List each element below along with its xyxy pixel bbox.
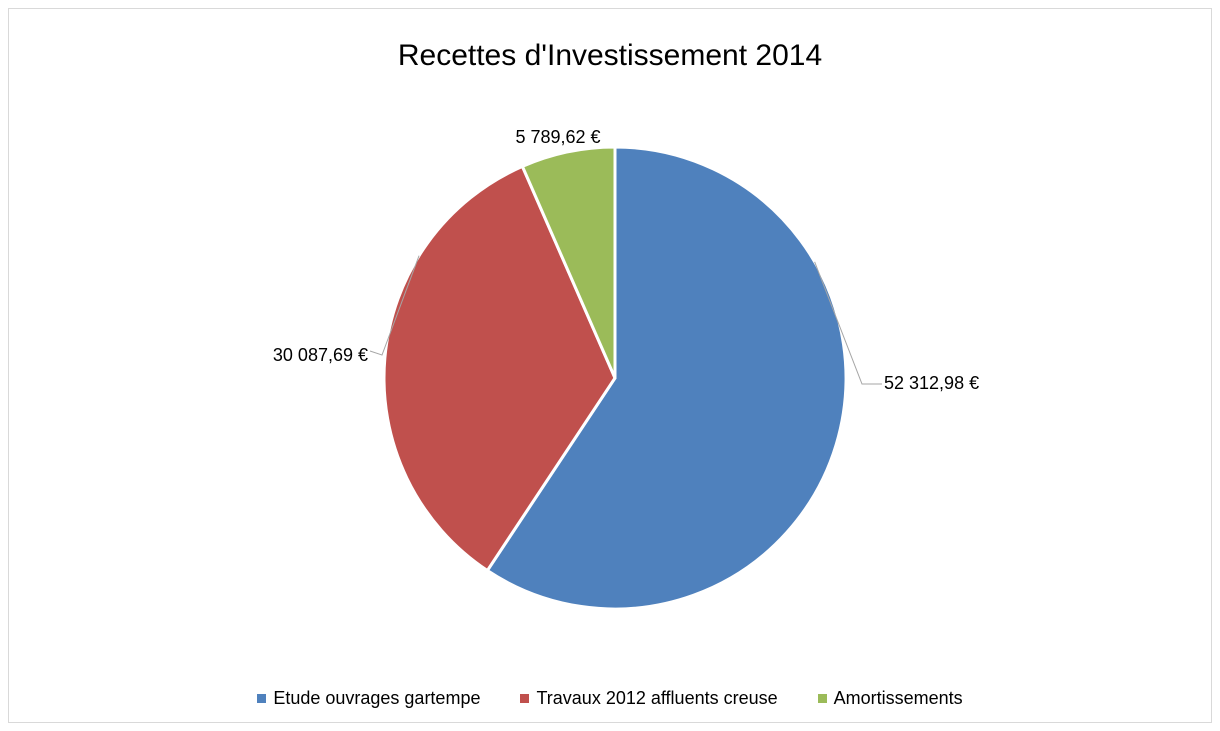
legend-item-amortissements: Amortissements	[817, 686, 963, 710]
legend-swatch-travaux	[520, 693, 530, 703]
data-label-amortissements: 5 789,62 €	[515, 127, 600, 147]
chart-title: Recettes d'Investissement 2014	[397, 39, 823, 72]
leader-line	[814, 261, 882, 385]
slice-amortissements	[520, 145, 617, 380]
legend-swatch-amortissements	[817, 693, 827, 703]
slice-travaux	[382, 164, 617, 573]
legend: Etude ouvrages gartempe Travaux 2012 aff…	[0, 686, 1220, 710]
legend-item-etude: Etude ouvrages gartempe	[257, 686, 480, 710]
slice-etude	[485, 145, 848, 611]
data-label-travaux: 30 087,69 €	[273, 345, 368, 365]
legend-swatch-etude	[257, 693, 267, 703]
legend-item-travaux: Travaux 2012 affluents creuse	[520, 686, 778, 710]
legend-label-amortissements: Amortissements	[833, 688, 963, 708]
data-label-etude: 52 312,98 €	[884, 373, 979, 393]
leader-line	[369, 255, 420, 356]
legend-label-etude: Etude ouvrages gartempe	[273, 688, 481, 708]
legend-label-travaux: Travaux 2012 affluents creuse	[536, 688, 778, 708]
